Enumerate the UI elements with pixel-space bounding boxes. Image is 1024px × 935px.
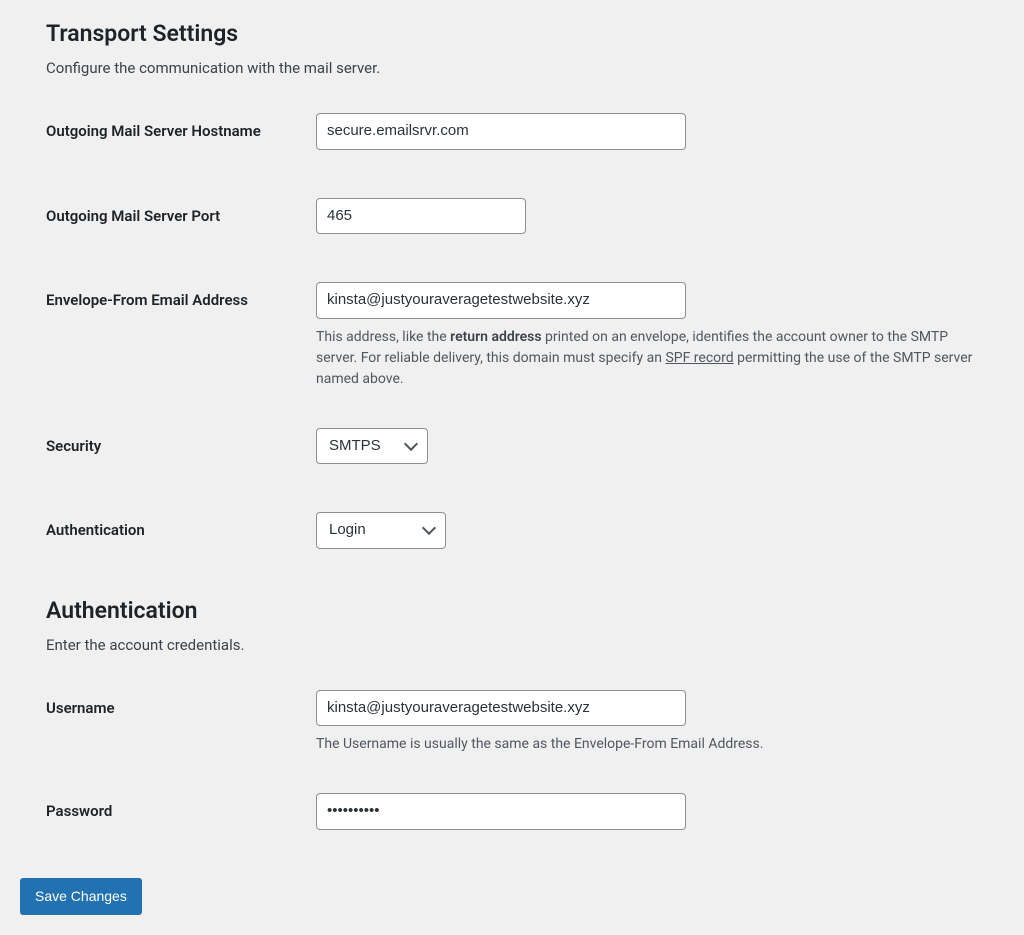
save-changes-button[interactable]: Save Changes — [20, 878, 142, 916]
security-label: Security — [46, 428, 316, 456]
auth-section-description: Enter the account credentials. — [46, 636, 978, 654]
transport-section-title: Transport Settings — [46, 20, 978, 47]
username-label: Username — [46, 690, 316, 718]
envelope-help-text: This address, like the return address pr… — [316, 327, 976, 390]
username-row: Username The Username is usually the sam… — [46, 690, 978, 756]
envelope-input[interactable] — [316, 282, 686, 319]
authentication-select[interactable]: Login — [316, 512, 446, 549]
username-help-text: The Username is usually the same as the … — [316, 734, 976, 755]
envelope-label: Envelope-From Email Address — [46, 282, 316, 310]
hostname-row: Outgoing Mail Server Hostname — [46, 113, 978, 150]
port-row: Outgoing Mail Server Port — [46, 198, 978, 235]
password-input[interactable] — [316, 793, 686, 830]
hostname-input[interactable] — [316, 113, 686, 150]
password-label: Password — [46, 793, 316, 821]
authentication-label: Authentication — [46, 512, 316, 540]
security-row: Security SMTPS — [46, 428, 978, 465]
authentication-row: Authentication Login — [46, 512, 978, 549]
password-row: Password — [46, 793, 978, 830]
port-label: Outgoing Mail Server Port — [46, 198, 316, 226]
security-select[interactable]: SMTPS — [316, 428, 428, 465]
auth-section-title: Authentication — [46, 597, 978, 624]
transport-section-description: Configure the communication with the mai… — [46, 59, 978, 77]
port-input[interactable] — [316, 198, 526, 235]
envelope-row: Envelope-From Email Address This address… — [46, 282, 978, 390]
hostname-label: Outgoing Mail Server Hostname — [46, 113, 316, 141]
username-input[interactable] — [316, 690, 686, 727]
